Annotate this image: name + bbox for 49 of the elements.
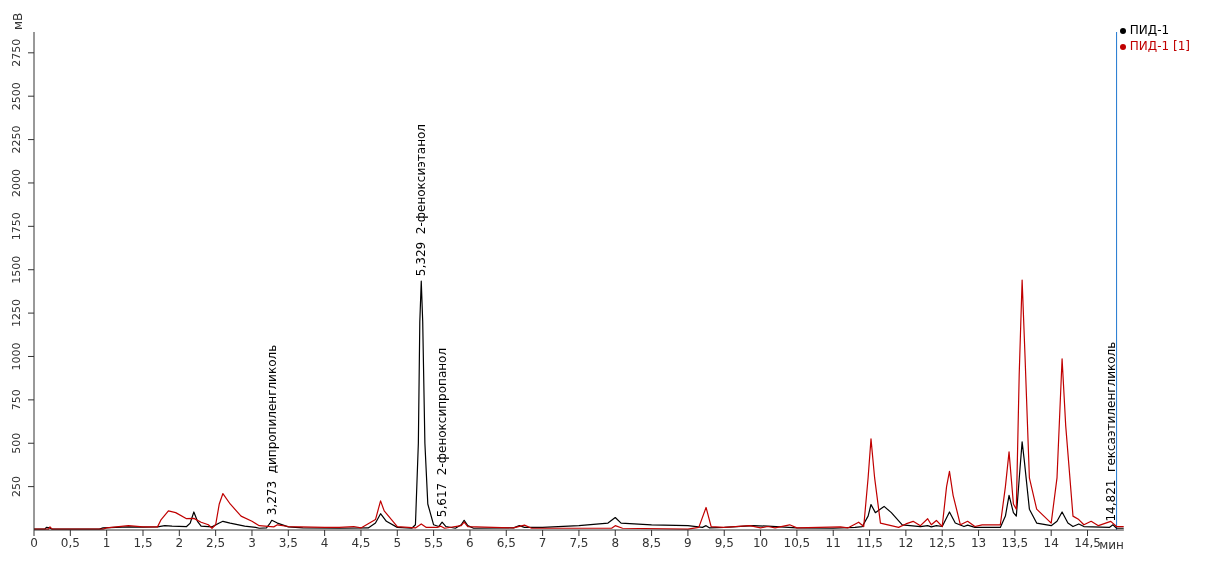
x-tick-label: 3,5: [278, 535, 298, 550]
y-tick-label: 1250: [10, 299, 23, 328]
x-tick-label: 9: [684, 535, 692, 550]
x-tick-label: 10: [752, 535, 769, 550]
x-tick-label: 1,5: [133, 535, 153, 550]
y-tick-label: 500: [10, 432, 23, 454]
y-tick-label: 250: [10, 476, 23, 498]
annotation: 14,821 гексаэтиленгликоль: [1103, 341, 1118, 522]
y-tick-label: 2500: [10, 82, 23, 111]
legend-label: ПИД-1 [1]: [1128, 38, 1190, 54]
y-tick-label: 2750: [10, 38, 23, 67]
y-tick-label: 1500: [10, 255, 23, 284]
x-tick-label: 0: [30, 535, 38, 550]
x-tick-label: 5,5: [424, 535, 444, 550]
x-tick-label: 9,5: [714, 535, 734, 550]
x-tick-label: 13,5: [1001, 535, 1029, 550]
annotation: 5,329 2-феноксиэтанол: [414, 123, 429, 277]
x-tick-label: 12,5: [928, 535, 956, 550]
x-tick-label: 14,5: [1074, 535, 1101, 550]
x-tick-label: 12: [898, 535, 914, 550]
x-tick-label: 6: [466, 535, 474, 550]
x-tick-label: 11,5: [856, 535, 883, 550]
x-tick-label: 6,5: [496, 535, 516, 550]
x-tick-label: 8,5: [642, 535, 662, 550]
x-tick-label: 7,5: [569, 535, 589, 550]
x-tick-label: 1: [102, 535, 111, 550]
y-tick-label: 1750: [10, 212, 23, 241]
y-tick-label: 1000: [10, 342, 23, 371]
x-tick-label: 3: [248, 535, 256, 550]
x-tick-label: 11: [825, 535, 841, 550]
x-tick-label: 2: [175, 535, 184, 550]
y-axis-title: мВ: [11, 12, 25, 30]
x-axis-title: мин: [1099, 538, 1124, 552]
x-tick-label: 13: [970, 535, 987, 550]
x-tick-label: 10,5: [783, 535, 811, 550]
x-tick-label: 8: [611, 535, 620, 550]
x-tick-label: 4,5: [351, 535, 371, 550]
x-tick-label: 7: [538, 535, 547, 550]
y-tick-label: 2000: [10, 168, 23, 197]
x-tick-label: 0,5: [60, 535, 80, 550]
annotation: 3,273 дипропиленгликоль: [264, 344, 279, 516]
x-tick-label: 2,5: [206, 535, 226, 550]
x-tick-label: 5: [393, 535, 402, 550]
annotation: 5,617 2-феноксипропанол: [435, 347, 450, 518]
y-tick-label: 2250: [10, 125, 23, 154]
x-tick-label: 4: [320, 535, 329, 550]
x-tick-label: 14: [1043, 535, 1059, 550]
y-tick-label: 750: [10, 389, 23, 411]
legend-label: ПИД-1: [1128, 22, 1171, 38]
